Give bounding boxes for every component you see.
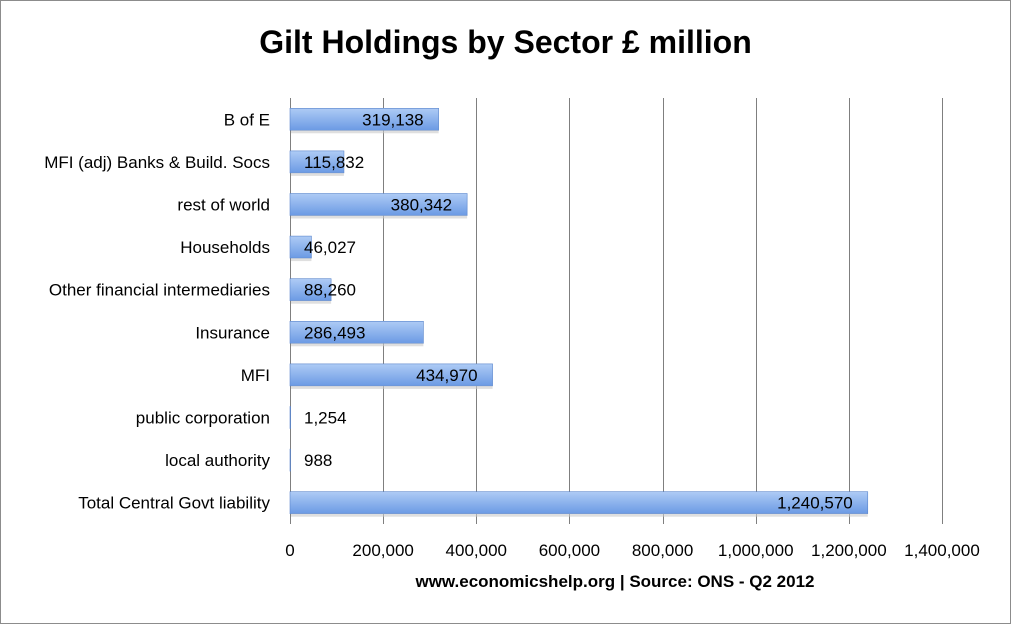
category-label: Other financial intermediaries <box>49 281 270 300</box>
bar-shadow <box>291 130 439 134</box>
data-label: 1,240,570 <box>777 494 853 513</box>
data-label: 286,493 <box>304 323 365 342</box>
chart-title: Gilt Holdings by Sector £ million <box>259 24 752 60</box>
category-label: B of E <box>224 110 270 129</box>
x-axis-title: www.economicshelp.org | Source: ONS - Q2… <box>415 572 815 591</box>
data-label: 380,342 <box>391 196 452 215</box>
x-tick-label: 400,000 <box>446 541 507 560</box>
data-label: 1,254 <box>304 409 347 428</box>
x-tick-label: 1,000,000 <box>718 541 794 560</box>
bars <box>289 108 869 517</box>
x-tick-label: 1,200,000 <box>811 541 887 560</box>
bar-shadow <box>291 300 332 304</box>
x-tick-label: 200,000 <box>352 541 413 560</box>
bar-shadow <box>291 172 344 176</box>
bar-shadow <box>291 215 468 219</box>
bar-shadow <box>291 343 424 347</box>
category-label: rest of world <box>177 196 270 215</box>
data-label: 319,138 <box>362 110 423 129</box>
data-label: 88,260 <box>304 281 356 300</box>
category-label: Insurance <box>195 323 270 342</box>
category-label: MFI (adj) Banks & Build. Socs <box>44 153 270 172</box>
category-label: public corporation <box>136 409 270 428</box>
x-tick-label: 0 <box>285 541 294 560</box>
x-tick-label: 800,000 <box>632 541 693 560</box>
data-labels: 319,138 115,832 380,342 46,027 88,260 286,493… <box>304 110 853 512</box>
bar <box>289 448 291 472</box>
bar <box>289 406 291 429</box>
x-tick-labels: 0 200,000 400,000 600,000 800,000 1,000,000 1,… <box>285 541 980 560</box>
x-tick-label: 600,000 <box>539 541 600 560</box>
bar-shadow <box>291 258 312 262</box>
bar-shadow <box>291 513 868 517</box>
grid-lines <box>290 98 943 524</box>
category-label: local authority <box>165 451 270 470</box>
data-label: 115,832 <box>304 153 364 172</box>
bar-shadow <box>291 385 493 389</box>
category-label: Total Central Govt liability <box>78 494 270 513</box>
category-label: Households <box>180 238 270 257</box>
category-label: MFI <box>241 366 270 385</box>
x-tick-label: 1,400,000 <box>904 541 980 560</box>
data-label: 434,970 <box>416 366 477 385</box>
category-labels: B of E MFI (adj) Banks & Build. Socs rest … <box>44 110 270 512</box>
data-label: 46,027 <box>304 238 356 257</box>
data-label: 988 <box>304 451 332 470</box>
